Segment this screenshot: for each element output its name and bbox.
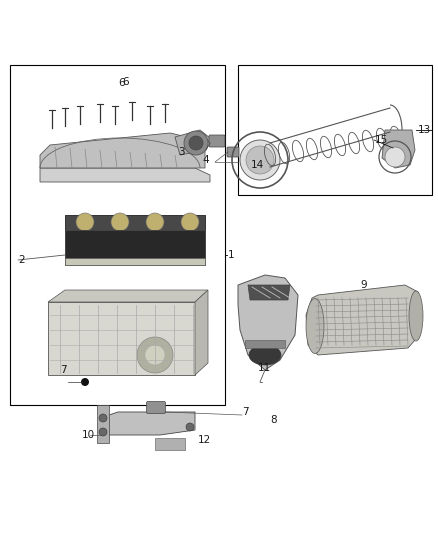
- Circle shape: [385, 147, 405, 167]
- Circle shape: [111, 213, 129, 231]
- Text: 9: 9: [360, 280, 367, 290]
- Circle shape: [99, 428, 107, 436]
- Text: 10: 10: [82, 430, 95, 440]
- Text: 6: 6: [122, 77, 129, 87]
- Circle shape: [181, 213, 199, 231]
- Bar: [155, 438, 185, 450]
- Polygon shape: [306, 285, 422, 355]
- Polygon shape: [175, 130, 210, 155]
- Circle shape: [189, 136, 203, 150]
- Polygon shape: [238, 275, 298, 370]
- Circle shape: [240, 140, 280, 180]
- FancyBboxPatch shape: [146, 401, 166, 414]
- Text: 12: 12: [198, 435, 211, 445]
- Text: 14: 14: [251, 160, 264, 170]
- Circle shape: [186, 423, 194, 431]
- Text: 2: 2: [18, 255, 25, 265]
- Ellipse shape: [249, 345, 281, 365]
- Text: 8: 8: [270, 415, 277, 425]
- Text: 4: 4: [202, 155, 208, 165]
- Bar: [65, 230, 205, 265]
- Text: 7: 7: [60, 365, 67, 375]
- Polygon shape: [248, 285, 290, 300]
- Bar: [65, 215, 205, 230]
- Polygon shape: [40, 168, 210, 182]
- Text: 13: 13: [418, 125, 431, 135]
- FancyBboxPatch shape: [227, 147, 239, 157]
- Bar: [97, 405, 109, 443]
- Bar: [245, 340, 285, 348]
- Circle shape: [145, 345, 165, 365]
- Polygon shape: [382, 130, 415, 168]
- Text: 3: 3: [178, 147, 185, 157]
- Circle shape: [81, 378, 89, 386]
- Bar: [10, 65, 225, 405]
- Text: 1: 1: [228, 250, 235, 260]
- Circle shape: [99, 414, 107, 422]
- Circle shape: [146, 213, 164, 231]
- Polygon shape: [40, 133, 205, 168]
- Polygon shape: [195, 290, 208, 375]
- FancyBboxPatch shape: [209, 135, 225, 147]
- Polygon shape: [48, 302, 195, 375]
- Polygon shape: [100, 412, 195, 435]
- Text: 15: 15: [375, 135, 388, 145]
- Circle shape: [76, 213, 94, 231]
- Ellipse shape: [306, 298, 324, 353]
- Bar: [238, 65, 432, 195]
- Polygon shape: [65, 230, 205, 265]
- Circle shape: [246, 146, 274, 174]
- Text: 6: 6: [119, 78, 125, 88]
- Bar: [65, 258, 205, 265]
- Circle shape: [137, 337, 173, 373]
- Circle shape: [184, 131, 208, 155]
- Text: 11: 11: [258, 363, 271, 373]
- Ellipse shape: [409, 291, 423, 341]
- Text: 7: 7: [242, 407, 249, 417]
- Polygon shape: [48, 290, 208, 302]
